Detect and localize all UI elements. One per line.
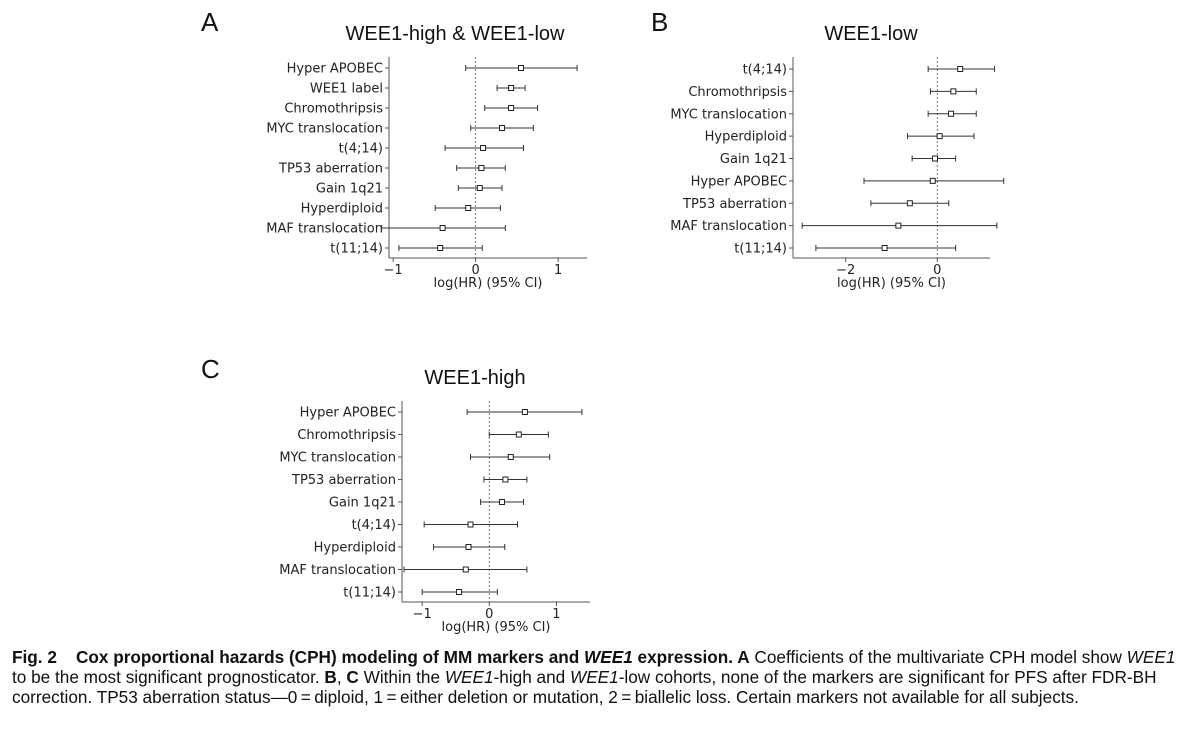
row-label-a: Hyperdiploid bbox=[301, 202, 383, 217]
x-axis-title-c: log(HR) (95% CI) bbox=[442, 620, 551, 635]
caption-panel-c: C bbox=[346, 667, 359, 687]
coef-marker-b bbox=[895, 222, 902, 229]
row-label-a: WEE1 label bbox=[310, 82, 383, 97]
chart-title-b: WEE1-low bbox=[824, 23, 918, 45]
row-label-a: Gain 1q21 bbox=[316, 182, 383, 197]
coef-marker-a bbox=[508, 85, 515, 91]
coef-marker-b bbox=[950, 88, 957, 95]
row-label-c: TP53 aberration bbox=[291, 473, 396, 488]
coef-marker-a bbox=[437, 245, 444, 251]
row-label-b: TP53 aberration bbox=[682, 197, 787, 212]
coef-marker-b bbox=[948, 110, 955, 117]
caption-separator: , bbox=[336, 667, 347, 687]
coef-marker-b bbox=[906, 200, 913, 207]
coef-marker-a bbox=[480, 145, 487, 151]
x-tick-label-a: 0 bbox=[471, 263, 479, 278]
row-label-c: Gain 1q21 bbox=[329, 496, 396, 511]
x-tick-label-c: −1 bbox=[413, 607, 432, 622]
caption-panel-b: B bbox=[324, 667, 337, 687]
coef-marker-c bbox=[456, 589, 463, 595]
coef-marker-a bbox=[465, 205, 472, 211]
caption-gene: WEE1 bbox=[569, 667, 619, 687]
coef-marker-c bbox=[499, 499, 506, 505]
coef-marker-b bbox=[929, 177, 936, 184]
chart-title-c: WEE1-high bbox=[424, 367, 525, 389]
row-label-c: Hyperdiploid bbox=[314, 541, 396, 556]
caption-gene: WEE1 bbox=[444, 667, 494, 687]
row-label-a: Chromothripsis bbox=[284, 102, 383, 117]
chart-title-a: WEE1-high & WEE1-low bbox=[346, 23, 566, 45]
row-label-b: Hyperdiploid bbox=[705, 130, 787, 145]
x-tick-label-c: 1 bbox=[552, 607, 560, 622]
caption-heading-gene: WEE1 bbox=[584, 647, 633, 667]
x-tick-label-b: 0 bbox=[933, 263, 941, 278]
caption-panel-a: A bbox=[737, 647, 750, 667]
caption-figure-label: Fig. 2 bbox=[12, 647, 57, 667]
row-label-a: TP53 aberration bbox=[278, 162, 383, 177]
caption-text-a: Coefficients of the multivariate CPH mod… bbox=[749, 647, 1127, 667]
row-label-c: Hyper APOBEC bbox=[300, 406, 396, 421]
panel-label-b: B bbox=[651, 7, 668, 37]
x-axis-title-a: log(HR) (95% CI) bbox=[434, 276, 543, 291]
caption-heading-end: expression. bbox=[632, 647, 734, 667]
row-label-b: MYC translocation bbox=[670, 107, 787, 122]
x-tick-label-b: −2 bbox=[836, 263, 855, 278]
coef-marker-a bbox=[478, 165, 485, 171]
row-label-b: Chromothripsis bbox=[688, 85, 787, 100]
coef-marker-b bbox=[957, 66, 964, 72]
x-tick-label-a: 1 bbox=[554, 263, 562, 278]
row-label-b: t(11;14) bbox=[734, 242, 787, 257]
row-label-c: Chromothripsis bbox=[297, 428, 396, 443]
coef-marker-b bbox=[881, 245, 888, 251]
row-label-b: Gain 1q21 bbox=[720, 152, 787, 167]
coef-marker-c bbox=[502, 476, 509, 483]
panel-label-c: C bbox=[201, 354, 220, 384]
row-label-a: t(4;14) bbox=[339, 142, 383, 157]
coef-marker-c bbox=[467, 521, 474, 528]
row-label-c: MAF translocation bbox=[279, 563, 396, 578]
caption-text-a2: to be the most significant prognosticato… bbox=[12, 667, 325, 687]
x-axis-title-b: log(HR) (95% CI) bbox=[837, 276, 946, 291]
panel-label-a: A bbox=[201, 7, 219, 37]
row-label-c: MYC translocation bbox=[279, 451, 396, 466]
row-label-a: t(11;14) bbox=[330, 242, 383, 257]
coef-marker-b bbox=[936, 133, 943, 140]
row-label-c: t(11;14) bbox=[343, 586, 396, 601]
row-label-a: MYC translocation bbox=[266, 122, 383, 137]
row-label-a: MAF translocation bbox=[266, 222, 383, 237]
coef-marker-b bbox=[932, 155, 939, 162]
row-label-b: t(4;14) bbox=[743, 63, 787, 78]
row-label-b: Hyper APOBEC bbox=[691, 174, 787, 189]
coef-marker-a bbox=[518, 65, 524, 71]
row-label-a: Hyper APOBEC bbox=[287, 62, 383, 77]
coef-marker-c bbox=[465, 544, 472, 550]
caption-heading: Cox proportional hazards (CPH) modeling … bbox=[76, 647, 585, 667]
coef-marker-a bbox=[476, 185, 483, 191]
caption-text-bc2: -high and bbox=[493, 667, 570, 687]
x-tick-label-a: −1 bbox=[384, 263, 403, 278]
row-label-c: t(4;14) bbox=[352, 518, 396, 533]
row-label-b: MAF translocation bbox=[670, 219, 787, 234]
figure-caption: Fig. 2 Cox proportional hazards (CPH) mo… bbox=[12, 647, 1190, 707]
coef-marker-c bbox=[515, 431, 522, 438]
coef-marker-c bbox=[507, 454, 514, 460]
x-tick-label-c: 0 bbox=[485, 607, 493, 622]
caption-gene: WEE1 bbox=[1126, 647, 1176, 667]
caption-text-bc3: -low cohorts, none of the markers are si… bbox=[12, 667, 1157, 707]
coef-marker-c bbox=[521, 409, 528, 415]
coef-marker-a bbox=[499, 125, 506, 131]
coef-marker-a bbox=[439, 225, 446, 231]
coef-marker-a bbox=[508, 105, 515, 111]
coef-marker-c bbox=[462, 566, 469, 573]
caption-text-bc1: Within the bbox=[358, 667, 445, 687]
